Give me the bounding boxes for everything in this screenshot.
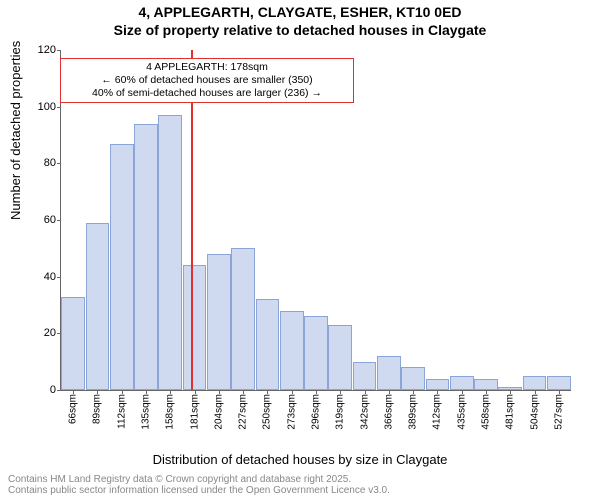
histogram-bar <box>547 376 571 390</box>
histogram-bar <box>207 254 231 390</box>
chart-title-line1: 4, APPLEGARTH, CLAYGATE, ESHER, KT10 0ED <box>0 4 600 20</box>
x-tick-label: 112sqm <box>116 394 127 429</box>
y-tick-mark <box>57 220 61 221</box>
histogram-bar <box>328 325 352 390</box>
y-axis-label: Number of detached properties <box>8 41 23 220</box>
y-tick-mark <box>57 390 61 391</box>
x-tick-label: 366sqm <box>383 394 394 430</box>
histogram-bar <box>280 311 304 390</box>
y-tick-mark <box>57 277 61 278</box>
histogram-bar <box>86 223 110 390</box>
y-tick-mark <box>57 50 61 51</box>
x-tick-label: 250sqm <box>262 394 273 430</box>
histogram-bar <box>61 297 85 391</box>
histogram-bar <box>110 144 134 391</box>
x-tick-label: 504sqm <box>529 394 540 430</box>
histogram-bar <box>256 299 280 390</box>
histogram-bar <box>401 367 425 390</box>
x-tick-label: 319sqm <box>335 394 346 430</box>
x-tick-label: 458sqm <box>481 394 492 430</box>
footer-line2: Contains public sector information licen… <box>8 485 390 496</box>
x-tick-label: 342sqm <box>359 394 370 430</box>
annotation-line1: 4 APPLEGARTH: 178sqm <box>67 61 347 74</box>
x-tick-label: 296sqm <box>311 394 322 430</box>
annotation-line2-left: ← 60% of detached houses are smaller (35… <box>67 74 347 87</box>
chart-title-line2: Size of property relative to detached ho… <box>0 22 600 38</box>
x-tick-label: 273sqm <box>286 394 297 430</box>
histogram-bar <box>304 316 328 390</box>
annotation-callout: 4 APPLEGARTH: 178sqm ← 60% of detached h… <box>60 58 354 103</box>
histogram-bar <box>474 379 498 390</box>
x-tick-label: 412sqm <box>432 394 443 430</box>
x-tick-label: 481sqm <box>505 394 516 430</box>
histogram-bar <box>158 115 182 390</box>
x-tick-label: 204sqm <box>213 394 224 430</box>
x-tick-label: 158sqm <box>165 394 176 430</box>
x-tick-label: 227sqm <box>238 394 249 430</box>
x-tick-label: 181sqm <box>189 394 200 430</box>
x-axis-label: Distribution of detached houses by size … <box>0 452 600 467</box>
footer-line1: Contains HM Land Registry data © Crown c… <box>8 474 390 485</box>
histogram-bar <box>231 248 255 390</box>
x-tick-label: 66sqm <box>68 394 79 424</box>
x-tick-label: 435sqm <box>456 394 467 430</box>
attribution-footer: Contains HM Land Registry data © Crown c… <box>8 474 390 496</box>
histogram-bar <box>377 356 401 390</box>
x-tick-label: 527sqm <box>553 394 564 430</box>
histogram-bar <box>450 376 474 390</box>
histogram-bar <box>426 379 450 390</box>
histogram-bar <box>183 265 207 390</box>
histogram-bar <box>353 362 377 390</box>
histogram-bar <box>523 376 547 390</box>
annotation-line2-right: 40% of semi-detached houses are larger (… <box>67 87 347 100</box>
y-tick-mark <box>57 163 61 164</box>
histogram-bar <box>134 124 158 390</box>
y-tick-mark <box>57 107 61 108</box>
x-tick-label: 389sqm <box>408 394 419 430</box>
x-tick-label: 135sqm <box>141 394 152 430</box>
x-tick-label: 89sqm <box>92 394 103 424</box>
